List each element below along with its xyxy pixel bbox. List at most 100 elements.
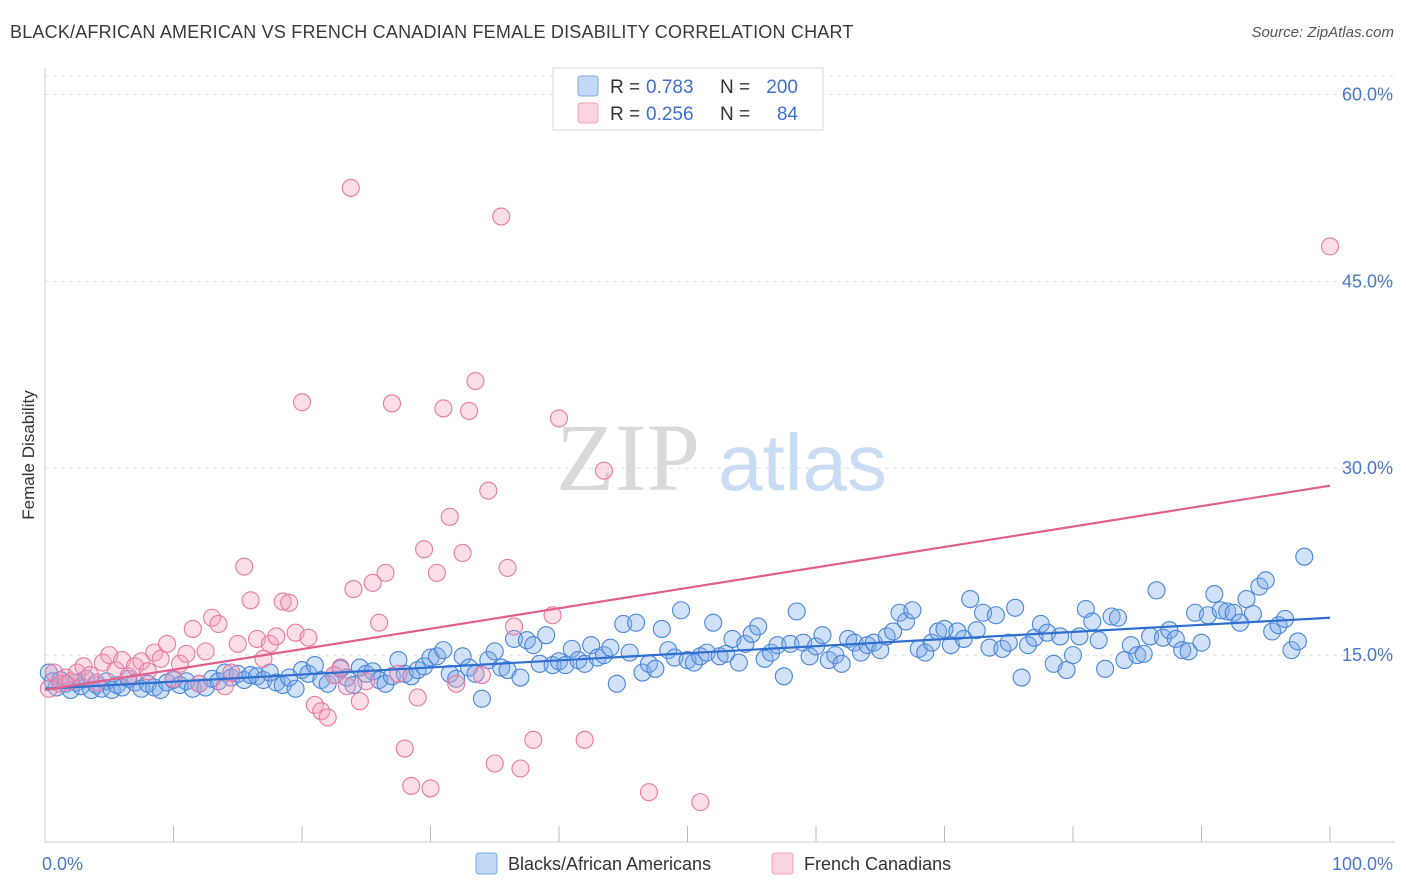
y-tick-label: 45.0% (1342, 271, 1393, 291)
point-blacks (1256, 571, 1275, 590)
bottom-legend-label-french: French Canadians (804, 854, 951, 874)
point-french (370, 613, 389, 632)
point-blacks (504, 629, 524, 648)
point-french (44, 663, 64, 682)
point-blacks (1018, 636, 1038, 655)
legend-n-label: N = (720, 77, 750, 98)
point-blacks (530, 654, 549, 673)
point-blacks (562, 639, 581, 658)
point-blacks (524, 636, 543, 655)
x-tick-label-start: 0.0% (42, 854, 83, 874)
trend-line-blacks (44, 616, 1331, 690)
point-blacks (961, 589, 980, 609)
point-blacks (601, 638, 620, 657)
point-blacks (903, 601, 922, 620)
point-blacks (1295, 547, 1314, 566)
point-blacks (800, 647, 819, 666)
chart-title: BLACK/AFRICAN AMERICAN VS FRENCH CANADIA… (10, 22, 854, 42)
point-french (408, 688, 427, 707)
point-french (402, 776, 421, 795)
point-blacks (627, 613, 646, 632)
point-french (183, 619, 202, 639)
point-french (492, 207, 511, 226)
point-french (260, 634, 279, 653)
point-blacks (884, 622, 903, 641)
point-blacks (594, 646, 614, 665)
y-axis-title: Female Disability (19, 390, 38, 520)
point-french (382, 394, 402, 413)
point-blacks (1121, 636, 1140, 655)
point-blacks (1237, 589, 1256, 609)
point-french (190, 674, 209, 693)
point-blacks (1166, 629, 1185, 648)
point-french (228, 634, 247, 653)
point-blacks (1006, 598, 1025, 617)
point-french (434, 399, 453, 418)
point-blacks (999, 633, 1018, 652)
point-blacks (736, 634, 755, 653)
point-french (177, 644, 196, 663)
point-french (344, 580, 363, 599)
point-blacks (832, 654, 851, 673)
point-french (267, 627, 286, 646)
point-french (466, 371, 485, 391)
point-french (318, 708, 337, 727)
point-blacks (1224, 603, 1243, 622)
point-french (549, 409, 569, 428)
top-legend: R = 0.783 N = 200 R = 0.256 N = 84 (552, 67, 824, 131)
legend-row-blacks: R = 0.783 N = 200 (577, 75, 798, 98)
point-blacks (896, 612, 916, 631)
point-blacks (1012, 668, 1031, 687)
legend-r-value: 0.256 (646, 104, 694, 125)
point-french (415, 540, 434, 559)
legend-r-value: 0.783 (646, 77, 694, 98)
legend-row-french: R = 0.256 N = 84 (577, 102, 798, 125)
point-blacks (980, 638, 999, 657)
point-french (138, 662, 157, 681)
point-blacks (447, 669, 466, 688)
point-blacks (672, 601, 691, 620)
point-blacks (749, 617, 768, 636)
point-blacks (1288, 632, 1307, 651)
point-blacks (511, 668, 530, 687)
point-french (1320, 237, 1340, 256)
point-french (691, 793, 710, 812)
x-tick-label-end: 100.0% (1332, 854, 1393, 874)
point-french (511, 759, 530, 778)
point-blacks (787, 602, 806, 621)
point-blacks (922, 633, 941, 652)
point-french (479, 481, 498, 500)
point-blacks (1089, 631, 1108, 650)
point-french (209, 614, 228, 634)
point-blacks (1083, 612, 1102, 631)
point-french (440, 507, 459, 526)
point-blacks (813, 626, 832, 645)
point-blacks (986, 606, 1005, 625)
y-tick-labels: 15.0% 30.0% 45.0% 60.0% (1342, 84, 1393, 665)
trend-line-french (44, 484, 1331, 692)
point-french (524, 730, 543, 749)
point-french (363, 573, 382, 592)
watermark-zip: ZIP (556, 404, 700, 511)
point-blacks (1051, 627, 1070, 646)
point-french (280, 593, 299, 612)
point-french (292, 393, 312, 412)
point-french (594, 461, 614, 480)
point-french (427, 563, 446, 582)
legend-r-label: R = (610, 104, 640, 125)
y-tick-label: 30.0% (1342, 458, 1393, 478)
point-blacks (1096, 659, 1115, 678)
point-blacks (1134, 644, 1153, 663)
point-blacks (485, 642, 504, 661)
point-french (498, 558, 517, 577)
point-blacks (472, 689, 491, 708)
point-french (158, 634, 177, 653)
bottom-legend: Blacks/African Americans French Canadian… (475, 852, 951, 875)
point-french (453, 543, 472, 563)
point-blacks (537, 626, 556, 645)
point-french (639, 783, 659, 802)
legend-swatch-french (577, 102, 599, 124)
point-french (421, 779, 440, 798)
point-french (504, 617, 524, 636)
